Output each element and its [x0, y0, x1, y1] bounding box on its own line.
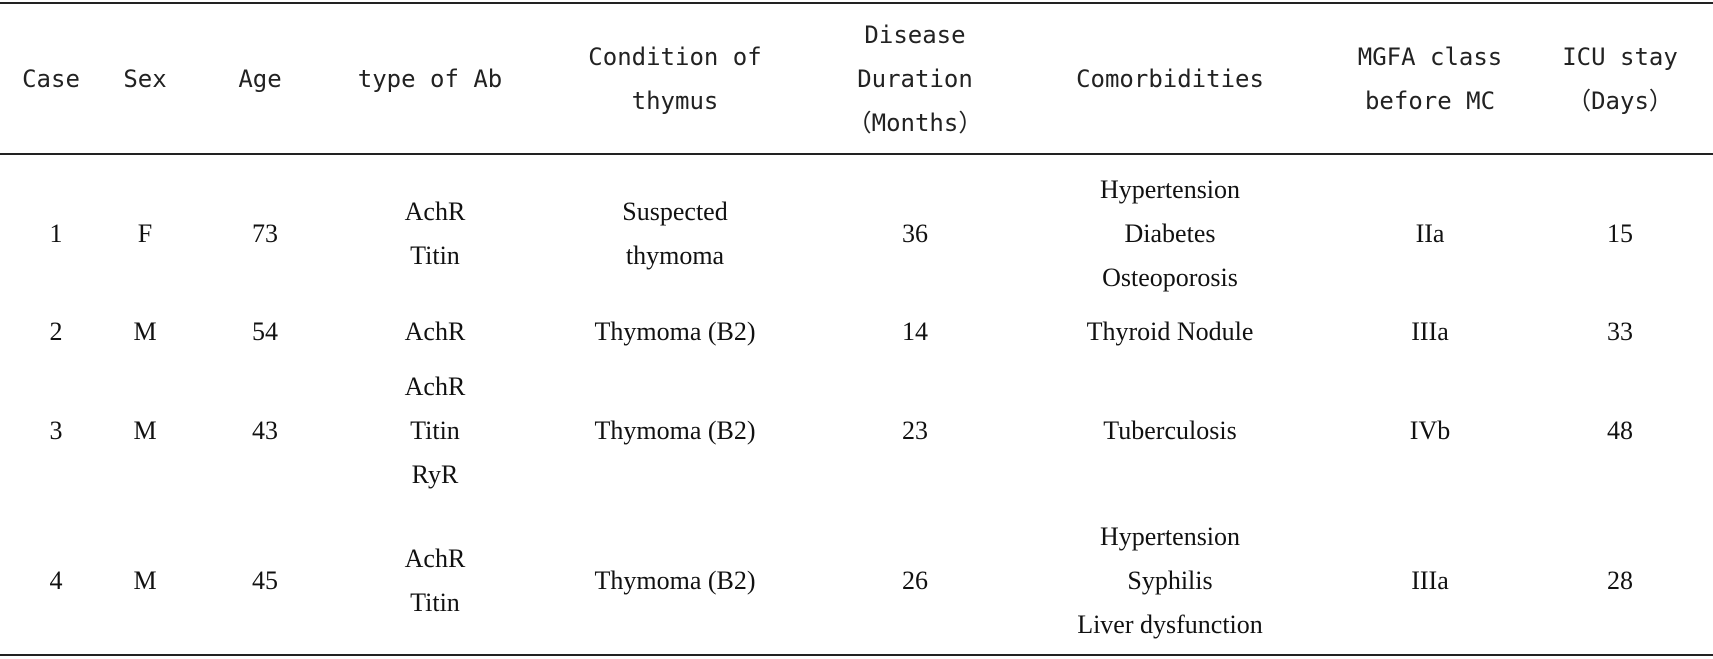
cell-line: RyR — [411, 460, 459, 489]
header-mgfa-class: MGFA class before MC — [1330, 4, 1530, 153]
table-top-rule — [0, 2, 1713, 4]
cell-line: Suspected — [622, 197, 728, 226]
cell-comorbidities: Hypertension Syphilis Liver dysfunction — [1050, 515, 1290, 647]
header-type-of-ab: type of Ab — [330, 4, 530, 153]
cell-line: Liver dysfunction — [1077, 610, 1263, 639]
cell-line: Titin — [410, 588, 460, 617]
header-line: Duration — [857, 64, 973, 93]
cell-line: Hypertension — [1099, 522, 1241, 551]
cell-thymus: Thymoma (B2) — [560, 365, 790, 497]
table-bottom-rule — [0, 654, 1713, 656]
header-icu-stay: ICU stay （Days） — [1540, 4, 1700, 153]
table-header-rule — [0, 153, 1713, 155]
cell-line: Titin — [410, 416, 460, 445]
cell-age: 73 — [252, 219, 278, 248]
header-case: Case — [12, 4, 90, 153]
cell-line: AchR — [404, 197, 466, 226]
cell-line: Syphilis — [1127, 566, 1213, 595]
header-line: MGFA class — [1357, 42, 1503, 71]
cell-line: Thymoma (B2) — [594, 317, 756, 346]
cell-duration: 26 — [902, 566, 928, 595]
header-line: Condition of — [588, 42, 762, 71]
header-line: Age — [238, 64, 282, 93]
cell-mgfa: IVb — [1409, 416, 1451, 445]
cell-sex: M — [133, 566, 157, 595]
cell-age: 43 — [252, 416, 278, 445]
cell-line: Osteoporosis — [1102, 263, 1238, 292]
header-comorbidities: Comorbidities — [1050, 4, 1290, 153]
cell-icu: 28 — [1607, 566, 1633, 595]
cell-case: 3 — [49, 416, 63, 445]
cell-case: 2 — [49, 317, 63, 346]
cell-thymus: Thymoma (B2) — [560, 515, 790, 647]
cell-icu: 48 — [1607, 416, 1633, 445]
cell-thymus: Thymoma (B2) — [560, 310, 790, 354]
cell-duration: 23 — [902, 416, 928, 445]
header-disease-duration: Disease Duration （Months） — [820, 4, 1010, 153]
cell-age: 54 — [252, 317, 278, 346]
cell-comorbidities: Tuberculosis — [1050, 365, 1290, 497]
cell-duration: 36 — [902, 219, 928, 248]
cell-sex: F — [137, 219, 153, 248]
cell-sex: M — [133, 317, 157, 346]
cell-antibodies: AchR Titin — [340, 168, 530, 300]
cell-antibodies: AchR Titin — [340, 515, 530, 647]
cell-case: 4 — [49, 566, 63, 595]
header-line: Disease — [864, 20, 966, 49]
header-line: thymus — [631, 86, 719, 115]
header-line: Case — [22, 64, 80, 93]
header-line: type of Ab — [357, 64, 503, 93]
cell-line: Hypertension — [1099, 175, 1241, 204]
cell-icu: 15 — [1607, 219, 1633, 248]
header-sex: Sex — [110, 4, 180, 153]
cell-icu: 33 — [1607, 317, 1633, 346]
cell-age: 45 — [252, 566, 278, 595]
cell-line: AchR — [404, 317, 466, 346]
header-line: Sex — [123, 64, 167, 93]
header-line: ICU stay — [1562, 42, 1678, 71]
cell-mgfa: IIa — [1415, 219, 1445, 248]
cell-case: 1 — [49, 219, 63, 248]
cell-comorbidities: Hypertension Diabetes Osteoporosis — [1050, 168, 1290, 300]
cell-sex: M — [133, 416, 157, 445]
header-line: Comorbidities — [1076, 64, 1264, 93]
header-line: before MC — [1364, 86, 1496, 115]
header-condition-of-thymus: Condition of thymus — [560, 4, 790, 153]
cell-line: AchR — [404, 544, 466, 573]
cell-line: Thymoma (B2) — [594, 566, 756, 595]
cell-line: Thyroid Nodule — [1086, 317, 1254, 346]
cell-line: Diabetes — [1124, 219, 1216, 248]
cell-line: Thymoma (B2) — [594, 416, 756, 445]
header-age: Age — [210, 4, 310, 153]
cell-line: Titin — [410, 241, 460, 270]
cell-mgfa: IIIa — [1411, 317, 1449, 346]
cell-comorbidities: Thyroid Nodule — [1050, 310, 1290, 354]
cell-line: AchR — [404, 372, 466, 401]
header-line: （Days） — [1567, 86, 1673, 115]
cell-duration: 14 — [902, 317, 928, 346]
header-line: （Months） — [847, 108, 983, 137]
cell-line: Tuberculosis — [1103, 416, 1237, 445]
cell-mgfa: IIIa — [1411, 566, 1449, 595]
cell-thymus: Suspected thymoma — [560, 168, 790, 300]
cell-antibodies: AchR Titin RyR — [340, 365, 530, 497]
cell-antibodies: AchR — [340, 310, 530, 354]
cell-line: thymoma — [625, 241, 725, 270]
